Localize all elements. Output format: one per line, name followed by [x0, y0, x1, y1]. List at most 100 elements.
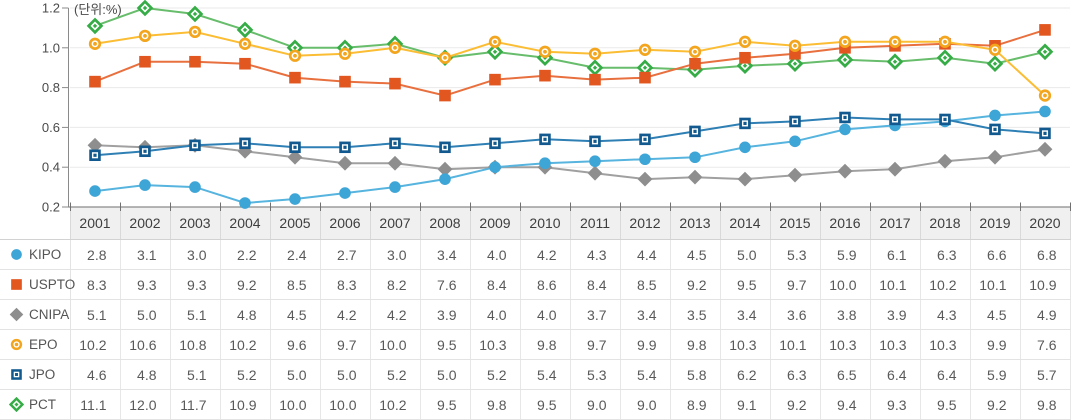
year-header: 2002	[120, 207, 171, 240]
value-cell: 7.6	[1020, 329, 1071, 360]
jpo-marker	[889, 113, 901, 126]
kipo-legend-cell: KIPO	[0, 239, 71, 270]
year-header: 2015	[770, 207, 821, 240]
value-cell: 6.4	[920, 359, 971, 390]
cnipa-series	[87, 137, 1053, 187]
value-cell: 6.8	[1020, 239, 1071, 270]
epo-marker	[888, 35, 902, 48]
value-cell: 10.3	[720, 329, 771, 360]
chart-series	[86, 0, 1054, 209]
cnipa-marker	[487, 159, 503, 175]
cnipa-marker	[587, 165, 603, 181]
value-cell: 10.3	[470, 329, 521, 360]
epo-series	[88, 25, 1052, 102]
value-cell: 8.4	[570, 269, 621, 300]
uspto-marker	[539, 69, 551, 82]
uspto-marker	[939, 38, 951, 50]
epo-marker	[238, 37, 252, 50]
kipo-marker	[389, 181, 401, 193]
table-body: KIPO 2.8 3.1 3.0 2.2 2.4 2.7 3.0 3.4 4.0 4.2 4.3 4.4…	[0, 239, 1071, 420]
cnipa-marker	[787, 167, 803, 183]
value-cell: 10.2	[220, 329, 271, 360]
jpo-marker	[89, 149, 101, 162]
value-cell: 3.0	[170, 239, 221, 270]
value-cell: 4.6	[70, 359, 121, 390]
uspto-marker	[739, 51, 751, 64]
value-cell: 6.5	[820, 359, 871, 390]
value-cell: 4.5	[270, 299, 321, 330]
epo-marker	[488, 35, 502, 48]
value-cell: 10.0	[820, 269, 871, 300]
header-label-spacer	[0, 207, 71, 240]
series-label: PCT	[29, 397, 56, 412]
uspto-marker	[639, 71, 651, 84]
value-cell: 3.7	[570, 299, 621, 330]
cnipa-legend-icon	[9, 307, 24, 322]
kipo-marker	[539, 157, 551, 170]
cnipa-marker	[337, 155, 353, 171]
cnipa-marker	[687, 169, 703, 185]
value-cell: 9.8	[520, 329, 571, 360]
year-header: 2001	[70, 207, 121, 240]
pct-marker	[386, 35, 404, 53]
kipo-marker	[489, 161, 501, 173]
value-cell: 3.4	[720, 299, 771, 330]
kipo-marker	[989, 109, 1001, 122]
year-header: 2006	[320, 207, 371, 240]
uspto-marker	[239, 57, 251, 70]
value-cell: 9.2	[220, 269, 271, 300]
cnipa-marker	[937, 153, 953, 169]
cnipa-marker	[187, 137, 203, 153]
table-header: 2001 2002 2003 2004 2005 2006 2007 2008 2009 2010…	[0, 207, 1071, 240]
epo-marker	[288, 49, 302, 62]
value-cell: 10.6	[120, 329, 171, 360]
jpo-marker	[839, 111, 851, 124]
value-cell: 9.9	[970, 329, 1021, 360]
kipo-marker	[689, 151, 701, 164]
epo-marker	[938, 35, 952, 48]
uspto-marker	[439, 89, 451, 102]
value-cell: 10.1	[870, 269, 921, 300]
value-cell: 10.1	[970, 269, 1021, 300]
value-cell: 8.9	[670, 389, 721, 420]
value-cell: 3.4	[420, 239, 471, 270]
pct-marker	[586, 59, 604, 77]
value-cell: 10.2	[920, 269, 971, 300]
value-cell: 9.5	[520, 389, 571, 420]
value-cell: 9.6	[270, 329, 321, 360]
value-cell: 7.6	[420, 269, 471, 300]
value-cell: 9.8	[1020, 389, 1071, 420]
value-cell: 9.5	[720, 269, 771, 300]
value-cell: 6.4	[870, 359, 921, 390]
table-header-row: 2001 2002 2003 2004 2005 2006 2007 2008 2009 2010…	[0, 207, 1071, 240]
value-cell: 10.8	[170, 329, 221, 360]
data-table: 2001 2002 2003 2004 2005 2006 2007 2008 2009 2010…	[0, 207, 1071, 420]
year-header: 2008	[420, 207, 471, 240]
value-cell: 6.6	[970, 239, 1021, 270]
value-cell: 9.5	[920, 389, 971, 420]
value-cell: 9.2	[770, 389, 821, 420]
year-header: 2016	[820, 207, 871, 240]
jpo-marker	[489, 137, 501, 150]
epo-legend-cell: EPO	[0, 329, 71, 360]
series-label: KIPO	[29, 247, 62, 262]
value-cell: 10.9	[220, 389, 271, 420]
jpo-marker	[739, 117, 751, 130]
cnipa-marker	[637, 171, 653, 187]
value-cell: 9.1	[720, 389, 771, 420]
value-cell: 4.8	[120, 359, 171, 390]
value-cell: 5.8	[670, 359, 721, 390]
year-header: 2017	[870, 207, 921, 240]
uspto-row: USPTO 8.3 9.3 9.3 9.2 8.5 8.3 8.2 7.6 8.4 8.6 8.4 8.…	[0, 269, 1071, 300]
value-cell: 3.8	[820, 299, 871, 330]
epo-legend-icon	[10, 338, 23, 351]
series-label: CNIPA	[29, 307, 70, 322]
pct-marker	[236, 21, 254, 39]
value-cell: 5.3	[570, 359, 621, 390]
uspto-marker	[139, 55, 151, 68]
value-cell: 5.3	[770, 239, 821, 270]
value-cell: 9.8	[470, 389, 521, 420]
value-cell: 9.7	[320, 329, 371, 360]
epo-marker	[688, 45, 702, 58]
pct-marker	[536, 49, 554, 67]
